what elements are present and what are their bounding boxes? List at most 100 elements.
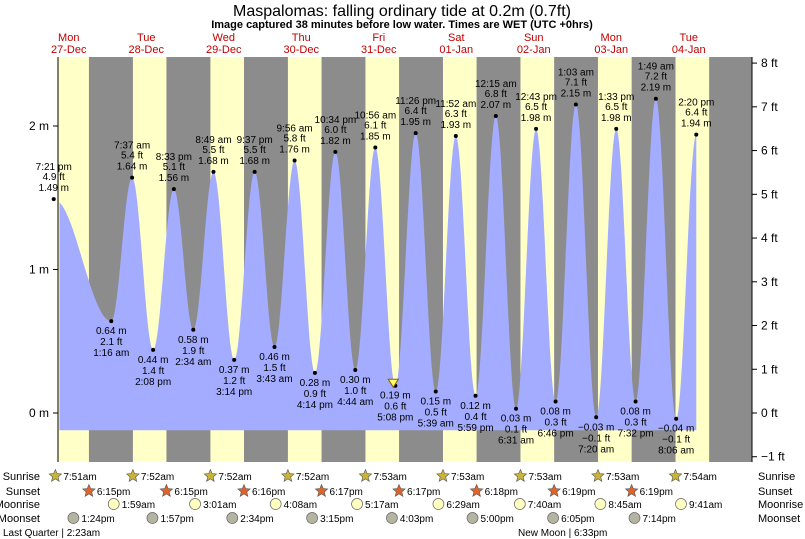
right-tick-label: 4 ft	[761, 231, 778, 245]
chart-title: Maspalomas: falling ordinary tide at 0.2…	[233, 3, 571, 20]
low-tide-time: 4:44 am	[337, 397, 373, 408]
right-tick-label: −1 ft	[761, 450, 785, 464]
high-tide-time: 12:43 pm	[515, 92, 557, 103]
low-tide-dot	[353, 367, 358, 372]
low-tide-dot	[553, 399, 558, 404]
high-tide-metres: 1.85 m	[360, 132, 391, 143]
low-tide-time: 5:08 pm	[377, 413, 413, 424]
day-date: 01-Jan	[439, 44, 473, 56]
high-tide-metres: 1.49 m	[38, 183, 69, 194]
high-tide-dot	[130, 175, 135, 180]
low-tide-time: 6:31 am	[498, 436, 534, 447]
low-tide-dot	[151, 347, 156, 352]
sunrise-row-label: Sunrise	[3, 471, 40, 483]
sunrise-icon	[203, 468, 218, 482]
high-tide-dot	[292, 158, 297, 163]
low-tide-feet: 0.4 ft	[464, 412, 486, 423]
day-date: 28-Dec	[129, 44, 165, 56]
high-tide-time: 1:49 am	[638, 62, 674, 73]
moonrise-time: 9:41am	[689, 500, 722, 511]
day-date: 27-Dec	[51, 44, 87, 56]
sunrise-time: 7:52am	[141, 472, 174, 483]
high-tide-dot	[211, 169, 216, 174]
low-tide-feet: 0.9 ft	[304, 389, 326, 400]
high-tide-metres: 1.93 m	[441, 120, 472, 131]
right-tick-label: 6 ft	[761, 144, 778, 158]
moonset-time: 7:14pm	[643, 514, 676, 525]
low-tide-dot	[594, 415, 599, 420]
right-tick-label: 3 ft	[761, 275, 778, 289]
low-tide-dot	[473, 393, 478, 398]
day-of-week: Mon	[58, 32, 79, 44]
right-tick-label: 1 ft	[761, 362, 778, 376]
day-date: 31-Dec	[361, 44, 397, 56]
low-tide-metres: 0.08 m	[540, 407, 571, 418]
high-tide-metres: 1.82 m	[320, 136, 351, 147]
sunset-time: 6:16pm	[252, 487, 285, 498]
left-tick-label: 2 m	[29, 119, 49, 133]
high-tide-dot	[534, 126, 539, 131]
high-tide-metres: 2.15 m	[561, 88, 592, 99]
high-tide-time: 1:03 am	[558, 67, 594, 78]
sunrise-time: 7:54am	[684, 472, 717, 483]
high-tide-metres: 1.64 m	[117, 162, 148, 173]
plot-area: 7:21 pm4.9 ft1.49 m 0.64 m2.1 ft1:16 am 7:…	[36, 57, 752, 462]
moonset-icon	[466, 512, 479, 524]
low-tide-time: 5:39 am	[418, 418, 454, 429]
high-tide-time: 8:33 pm	[156, 152, 192, 163]
low-tide-feet: 2.1 ft	[100, 337, 122, 348]
high-tide-metres: 2.19 m	[641, 83, 672, 94]
low-tide-time: 7:32 pm	[618, 429, 654, 440]
high-tide-feet: 5.1 ft	[163, 162, 185, 173]
sunrise-icon	[591, 468, 605, 482]
high-tide-dot	[614, 126, 619, 131]
sunset-icon	[624, 483, 639, 497]
low-tide-dot	[272, 344, 277, 349]
low-tide-metres: 0.58 m	[178, 335, 209, 346]
high-tide-metres: 1.95 m	[400, 117, 431, 128]
moonrise-icon	[189, 498, 201, 510]
day-labels: Mon27-DecTue28-DecWed29-DecThu30-DecFri3…	[51, 32, 706, 56]
high-tide-dot	[373, 145, 378, 150]
moonset-time: 2:34pm	[240, 514, 273, 525]
high-tide-feet: 5.5 ft	[244, 145, 266, 156]
sunset-time: 6:15pm	[174, 487, 207, 498]
moonrise-time: 4:08am	[284, 500, 317, 511]
sunset-time: 6:15pm	[97, 487, 130, 498]
sunset-icon	[547, 483, 562, 497]
high-tide-dot	[694, 132, 699, 137]
moonset-icon	[386, 512, 398, 524]
low-tide-time: 2:34 am	[175, 357, 211, 368]
high-tide-time: 1:33 pm	[598, 92, 634, 103]
day-date: 03-Jan	[594, 44, 628, 56]
moonset-icon	[67, 512, 80, 524]
moonrise-row-label: Moonrise	[0, 499, 40, 511]
low-tide-dot	[232, 357, 237, 362]
right-tick-label: 7 ft	[761, 100, 778, 114]
sunset-time: 6:19pm	[562, 487, 595, 498]
low-tide-metres: 0.19 m	[380, 391, 411, 402]
axes: 0 m 1 m 2 m −1 ft 0 ft 1 ft 2 ft 3 ft 4 ft 5 ft 6 …	[29, 56, 785, 464]
high-tide-dot	[333, 149, 338, 154]
low-tide-metres: 0.30 m	[340, 375, 371, 386]
low-tide-time: 3:14 pm	[216, 387, 252, 398]
day-date: 02-Jan	[517, 44, 551, 56]
high-tide-feet: 4.9 ft	[43, 172, 65, 183]
low-tide-feet: 1.5 ft	[263, 363, 285, 374]
high-tide-feet: 7.1 ft	[565, 77, 587, 88]
high-tide-dot	[493, 113, 498, 118]
low-tide-metres: 0.46 m	[259, 352, 290, 363]
high-tide-dot	[252, 169, 257, 174]
chart-subtitle: Image captured 38 minutes before low wat…	[211, 19, 593, 31]
high-tide-metres: 1.98 m	[601, 113, 632, 124]
sunset-icon	[81, 483, 96, 497]
sunrise-time: 7:51am	[63, 472, 96, 483]
low-tide-feet: 0.5 ft	[425, 407, 447, 418]
low-tide-metres: 0.08 m	[620, 407, 651, 418]
sunset-row-label: Sunset	[6, 486, 40, 498]
low-tide-dot	[633, 399, 638, 404]
low-tide-metres: −0.03 m	[578, 422, 614, 433]
left-tick-label: 1 m	[29, 263, 49, 277]
moonrise-icon	[432, 498, 445, 510]
sunset-icon	[469, 483, 484, 497]
